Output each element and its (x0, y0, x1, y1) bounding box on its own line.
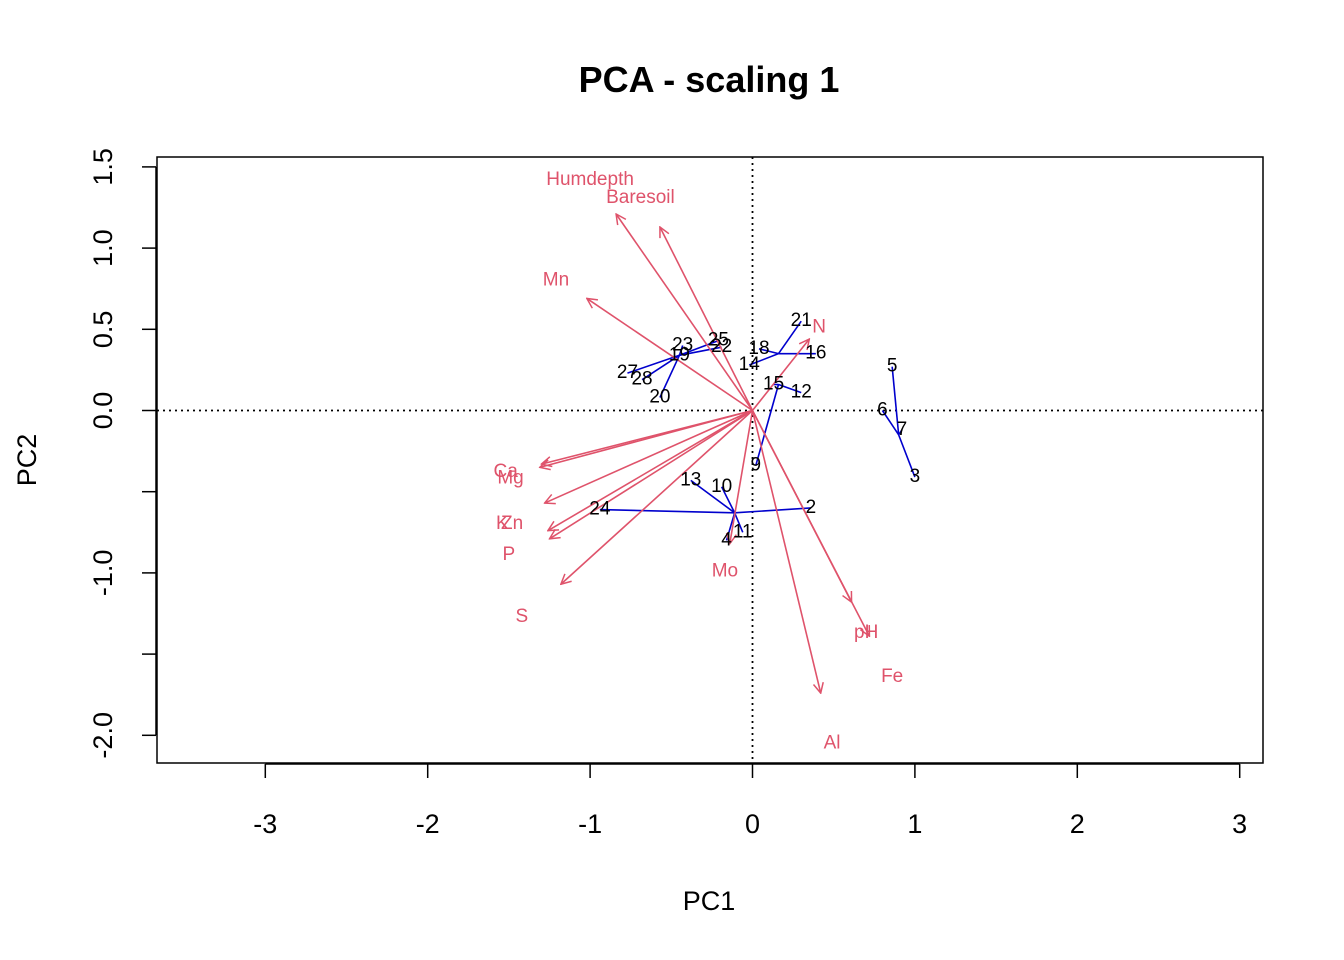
y-tick-label: 0.5 (88, 311, 118, 349)
variable-arrow (587, 298, 753, 412)
variable-label: Humdepth (546, 169, 634, 190)
y-tick-label: 1.5 (88, 148, 118, 186)
site-label: 13 (680, 469, 701, 490)
site-labels: 2345679101112131415161819202122232425272… (589, 310, 920, 550)
variable-label: Mg (497, 468, 523, 489)
site-label: 27 (617, 362, 638, 383)
y-tick-label: -2.0 (88, 712, 118, 759)
spider-segment (690, 479, 736, 514)
site-label: 24 (589, 499, 611, 520)
spider-segment (881, 410, 900, 436)
variable-label: P (503, 544, 516, 565)
spider-segment (734, 507, 812, 514)
x-tick-label: 0 (745, 809, 760, 839)
site-label: 22 (711, 336, 732, 357)
variable-arrow (751, 410, 821, 694)
spider-segment (641, 354, 680, 381)
site-label: 9 (750, 455, 761, 476)
site-label: 14 (739, 354, 761, 375)
spider-segment (897, 434, 916, 478)
variable-arrows (540, 214, 870, 693)
site-label: 28 (631, 369, 652, 390)
y-axis-label: PC2 (12, 434, 42, 487)
y-tick-label: 0.0 (88, 392, 118, 430)
y-tick-label: -1.0 (88, 550, 118, 597)
site-label: 25 (708, 330, 729, 351)
variable-arrow (561, 409, 754, 585)
variable-label: Zn (501, 513, 523, 534)
y-axis: -2.0 -1.0 0.0 0.5 1.0 1.5 (88, 148, 157, 759)
site-label: 18 (748, 338, 769, 359)
site-label: 7 (897, 419, 908, 440)
variable-label: K (496, 513, 509, 534)
site-label: 12 (791, 382, 812, 403)
variable-label: Mo (712, 560, 738, 581)
variable-label: Baresoil (606, 187, 675, 208)
site-label: 15 (763, 374, 784, 395)
variable-arrow (545, 409, 753, 504)
spider-segment (897, 429, 903, 436)
variable-label: Mn (543, 270, 569, 291)
y-tick-label: 1.0 (88, 229, 118, 267)
x-tick-label: 1 (907, 809, 922, 839)
spider-segment (891, 366, 900, 435)
reference-lines (157, 157, 1263, 763)
x-tick-label: -1 (578, 809, 602, 839)
variable-arrow (550, 409, 753, 539)
spider-segment (679, 339, 719, 357)
x-tick-label: 3 (1232, 809, 1247, 839)
variable-arrow (660, 227, 754, 411)
variable-label: N (812, 317, 826, 338)
spider-segment (758, 348, 779, 355)
site-label: 11 (733, 521, 753, 542)
spider-segment (733, 512, 744, 533)
spider-segments (599, 320, 916, 541)
variable-label: Al (824, 732, 841, 753)
site-label: 2 (806, 497, 817, 518)
spider-segment (627, 354, 680, 374)
x-tick-label: -3 (253, 809, 277, 839)
variable-arrow (751, 339, 810, 411)
x-tick-label: 2 (1070, 809, 1085, 839)
site-label: 20 (649, 387, 670, 408)
site-label: 10 (711, 476, 732, 497)
spider-segment (720, 486, 736, 514)
x-axis-label: PC1 (683, 886, 736, 916)
variable-arrow (730, 410, 754, 544)
x-tick-label: -2 (416, 809, 440, 839)
variable-arrow (751, 410, 852, 603)
x-axis: -3 -2 -1 0 1 2 3 (253, 763, 1247, 839)
variable-label: Fe (881, 666, 903, 687)
spider-segment (659, 354, 681, 398)
variable-label: Ca (494, 461, 519, 482)
site-label: 5 (887, 356, 898, 377)
variable-label: pH (854, 622, 878, 643)
spider-segment (777, 320, 802, 355)
site-label: 3 (910, 466, 921, 487)
spider-segment (748, 352, 779, 366)
variable-arrow (548, 409, 753, 531)
site-label: 6 (877, 400, 888, 421)
site-label: 19 (669, 344, 690, 365)
plot-frame (156, 156, 1264, 764)
variable-arrow (616, 214, 754, 411)
site-label: 4 (721, 529, 732, 550)
spider-segment (599, 508, 735, 514)
spider-segment (778, 383, 802, 394)
variable-label: S (516, 606, 529, 627)
site-label: 16 (805, 343, 826, 364)
spider-segment (679, 346, 722, 357)
variable-arrow (540, 409, 753, 468)
site-label: 21 (791, 310, 812, 331)
spider-segment (754, 384, 780, 466)
site-label: 23 (672, 335, 693, 356)
chart-title: PCA - scaling 1 (579, 59, 840, 100)
spider-segment (678, 345, 684, 356)
